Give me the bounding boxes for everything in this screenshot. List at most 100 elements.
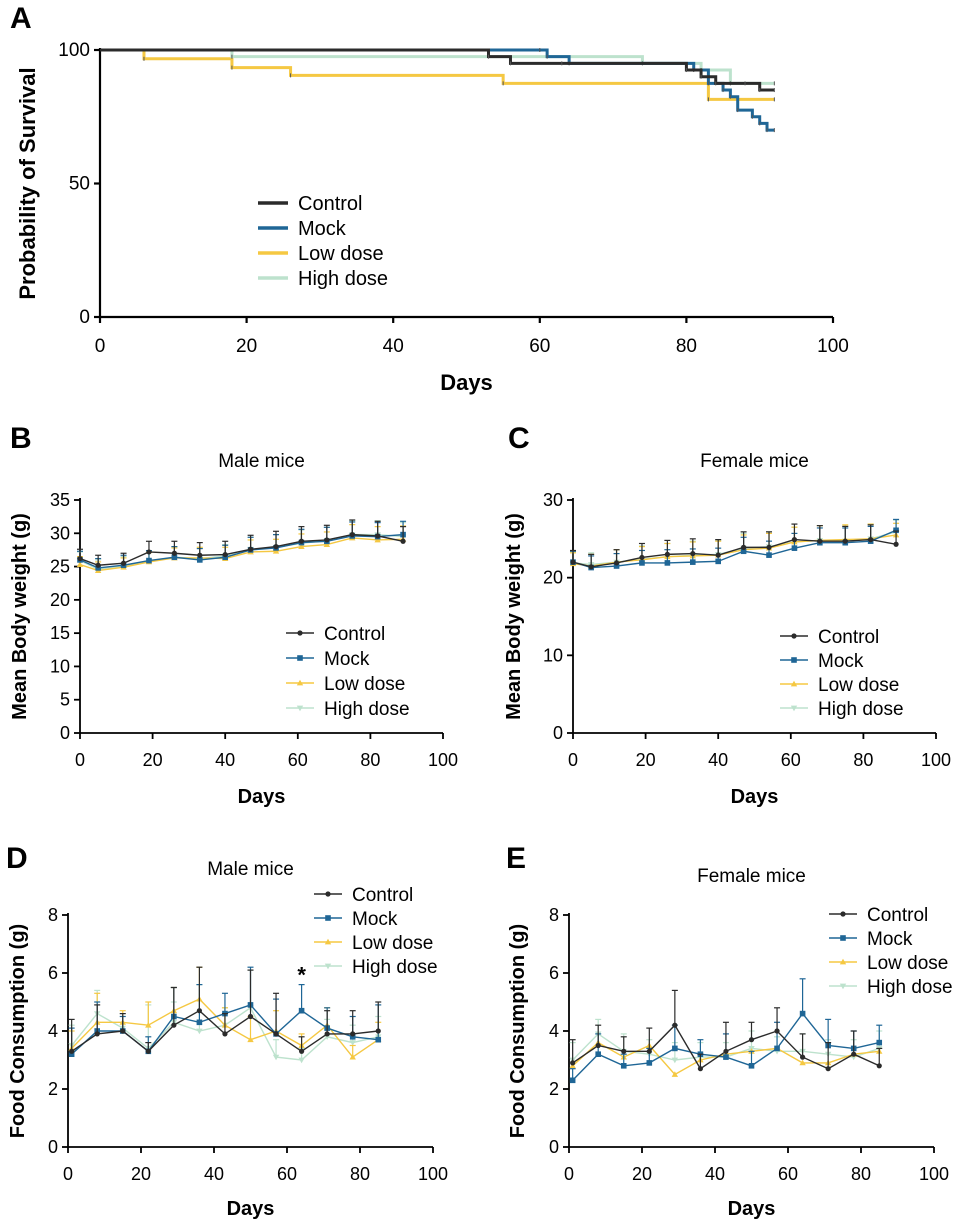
x-tick-label: 40	[215, 750, 235, 770]
x-tick-label: 80	[350, 1164, 370, 1184]
data-point	[299, 1048, 305, 1054]
data-point	[272, 1054, 280, 1061]
data-point	[664, 551, 670, 557]
legend-label: Low dose	[298, 243, 384, 265]
significance-marker: *	[297, 962, 306, 987]
legend-label: Low dose	[867, 953, 948, 974]
y-tick-label: 0	[79, 307, 90, 328]
legend-marker	[325, 915, 331, 921]
data-point	[324, 1031, 330, 1037]
y-tick-label: 0	[48, 1137, 58, 1157]
legend: Control Mock Low dose High dose	[829, 905, 953, 998]
series-mock	[68, 966, 382, 1057]
data-point	[876, 1063, 882, 1069]
series-control	[100, 48, 775, 93]
data-point	[748, 1037, 755, 1043]
legend-item-mock: Mock	[314, 909, 398, 930]
data-point	[817, 538, 823, 544]
data-point	[196, 1008, 202, 1014]
data-point	[349, 1053, 356, 1060]
y-tick-label: 4	[549, 1021, 559, 1041]
data-point	[95, 565, 101, 571]
legend-item-control: Control	[286, 624, 385, 645]
legend-label: Low dose	[324, 674, 405, 695]
x-tick-label: 100	[418, 1164, 448, 1184]
survival-curve-control	[100, 48, 775, 92]
x-tick-label: 60	[277, 1164, 297, 1184]
data-point	[222, 551, 228, 558]
data-point	[247, 1036, 254, 1043]
data-point	[842, 538, 848, 544]
x-tick-label: 20	[143, 750, 163, 770]
series-mock	[77, 520, 407, 571]
data-point	[715, 558, 721, 565]
legend-item-high-dose: High dose	[286, 699, 410, 720]
y-tick-label: 35	[50, 490, 70, 510]
data-point	[197, 552, 203, 558]
legend-item-control: Control	[258, 193, 362, 215]
legend-item-control: Control	[829, 905, 928, 926]
data-point	[570, 559, 576, 565]
legend-label: Mock	[298, 218, 347, 240]
data-point	[893, 527, 899, 534]
data-point	[298, 543, 305, 549]
data-point	[375, 1036, 382, 1043]
legend-item-high-dose: High dose	[829, 977, 953, 998]
y-tick-label: 6	[549, 963, 559, 983]
legend-marker	[790, 705, 798, 712]
x-axis-label: Days	[227, 1198, 275, 1220]
y-axis-label: Mean Body weight (g)	[9, 513, 31, 720]
data-point	[349, 1040, 356, 1046]
data-point	[77, 555, 83, 562]
y-tick-label: 0	[60, 723, 70, 743]
data-point	[791, 537, 798, 543]
legend-label: Low dose	[352, 933, 433, 954]
panel-E: E Female mice 0 20 40 60 80 100 0 2 4 6 8 Days Food Co…	[506, 842, 953, 1220]
series-line-mock	[79, 533, 404, 569]
series-line-high-dose	[572, 531, 897, 566]
x-tick-label: 0	[568, 750, 578, 770]
legend-marker	[840, 911, 846, 917]
y-tick-label: 0	[553, 723, 563, 743]
data-point	[799, 1010, 806, 1017]
legend-item-control: Control	[780, 627, 879, 648]
data-point	[272, 548, 280, 554]
data-point	[120, 1028, 126, 1034]
data-point	[298, 1057, 305, 1064]
panel-C: C Female mice 0 20 40 60 80 100 0 10 20 30 Days Mean …	[503, 422, 951, 808]
data-point	[146, 557, 152, 564]
data-point	[664, 560, 671, 566]
series-high-dose	[100, 48, 775, 86]
data-point	[588, 564, 594, 570]
series-mock	[100, 48, 775, 133]
legend-item-high-dose: High dose	[258, 268, 388, 290]
series-line-low-dose	[79, 537, 404, 572]
legend-marker	[791, 657, 797, 663]
legend-item-low-dose: Low dose	[780, 675, 899, 696]
data-point	[570, 1060, 576, 1066]
y-axis-label: Mean Body weight (g)	[503, 513, 525, 720]
legend-label: Mock	[324, 649, 370, 670]
data-point	[639, 554, 645, 561]
data-point	[400, 538, 406, 544]
x-tick-label: 20	[131, 1164, 151, 1184]
legend-marker	[296, 705, 304, 712]
data-point	[595, 1051, 601, 1057]
legend-item-low-dose: Low dose	[286, 674, 405, 695]
panel-D: D Male mice 0 20 40 60 80 100 0 2 4 6 8 Days Food Cons…	[6, 842, 448, 1220]
series-control	[569, 989, 883, 1072]
legend-item-mock: Mock	[286, 649, 370, 670]
data-point	[171, 550, 177, 556]
data-point	[94, 1031, 100, 1037]
data-point	[273, 1031, 279, 1037]
data-point	[69, 1048, 75, 1054]
legend-item-mock: Mock	[780, 651, 864, 672]
x-tick-label: 80	[853, 750, 873, 770]
data-point	[774, 1028, 780, 1034]
data-point	[613, 560, 620, 566]
chart-title: Male mice	[207, 859, 294, 880]
data-point	[741, 544, 747, 550]
y-tick-label: 30	[543, 490, 563, 510]
data-point	[196, 1028, 203, 1035]
y-tick-label: 50	[69, 174, 90, 195]
